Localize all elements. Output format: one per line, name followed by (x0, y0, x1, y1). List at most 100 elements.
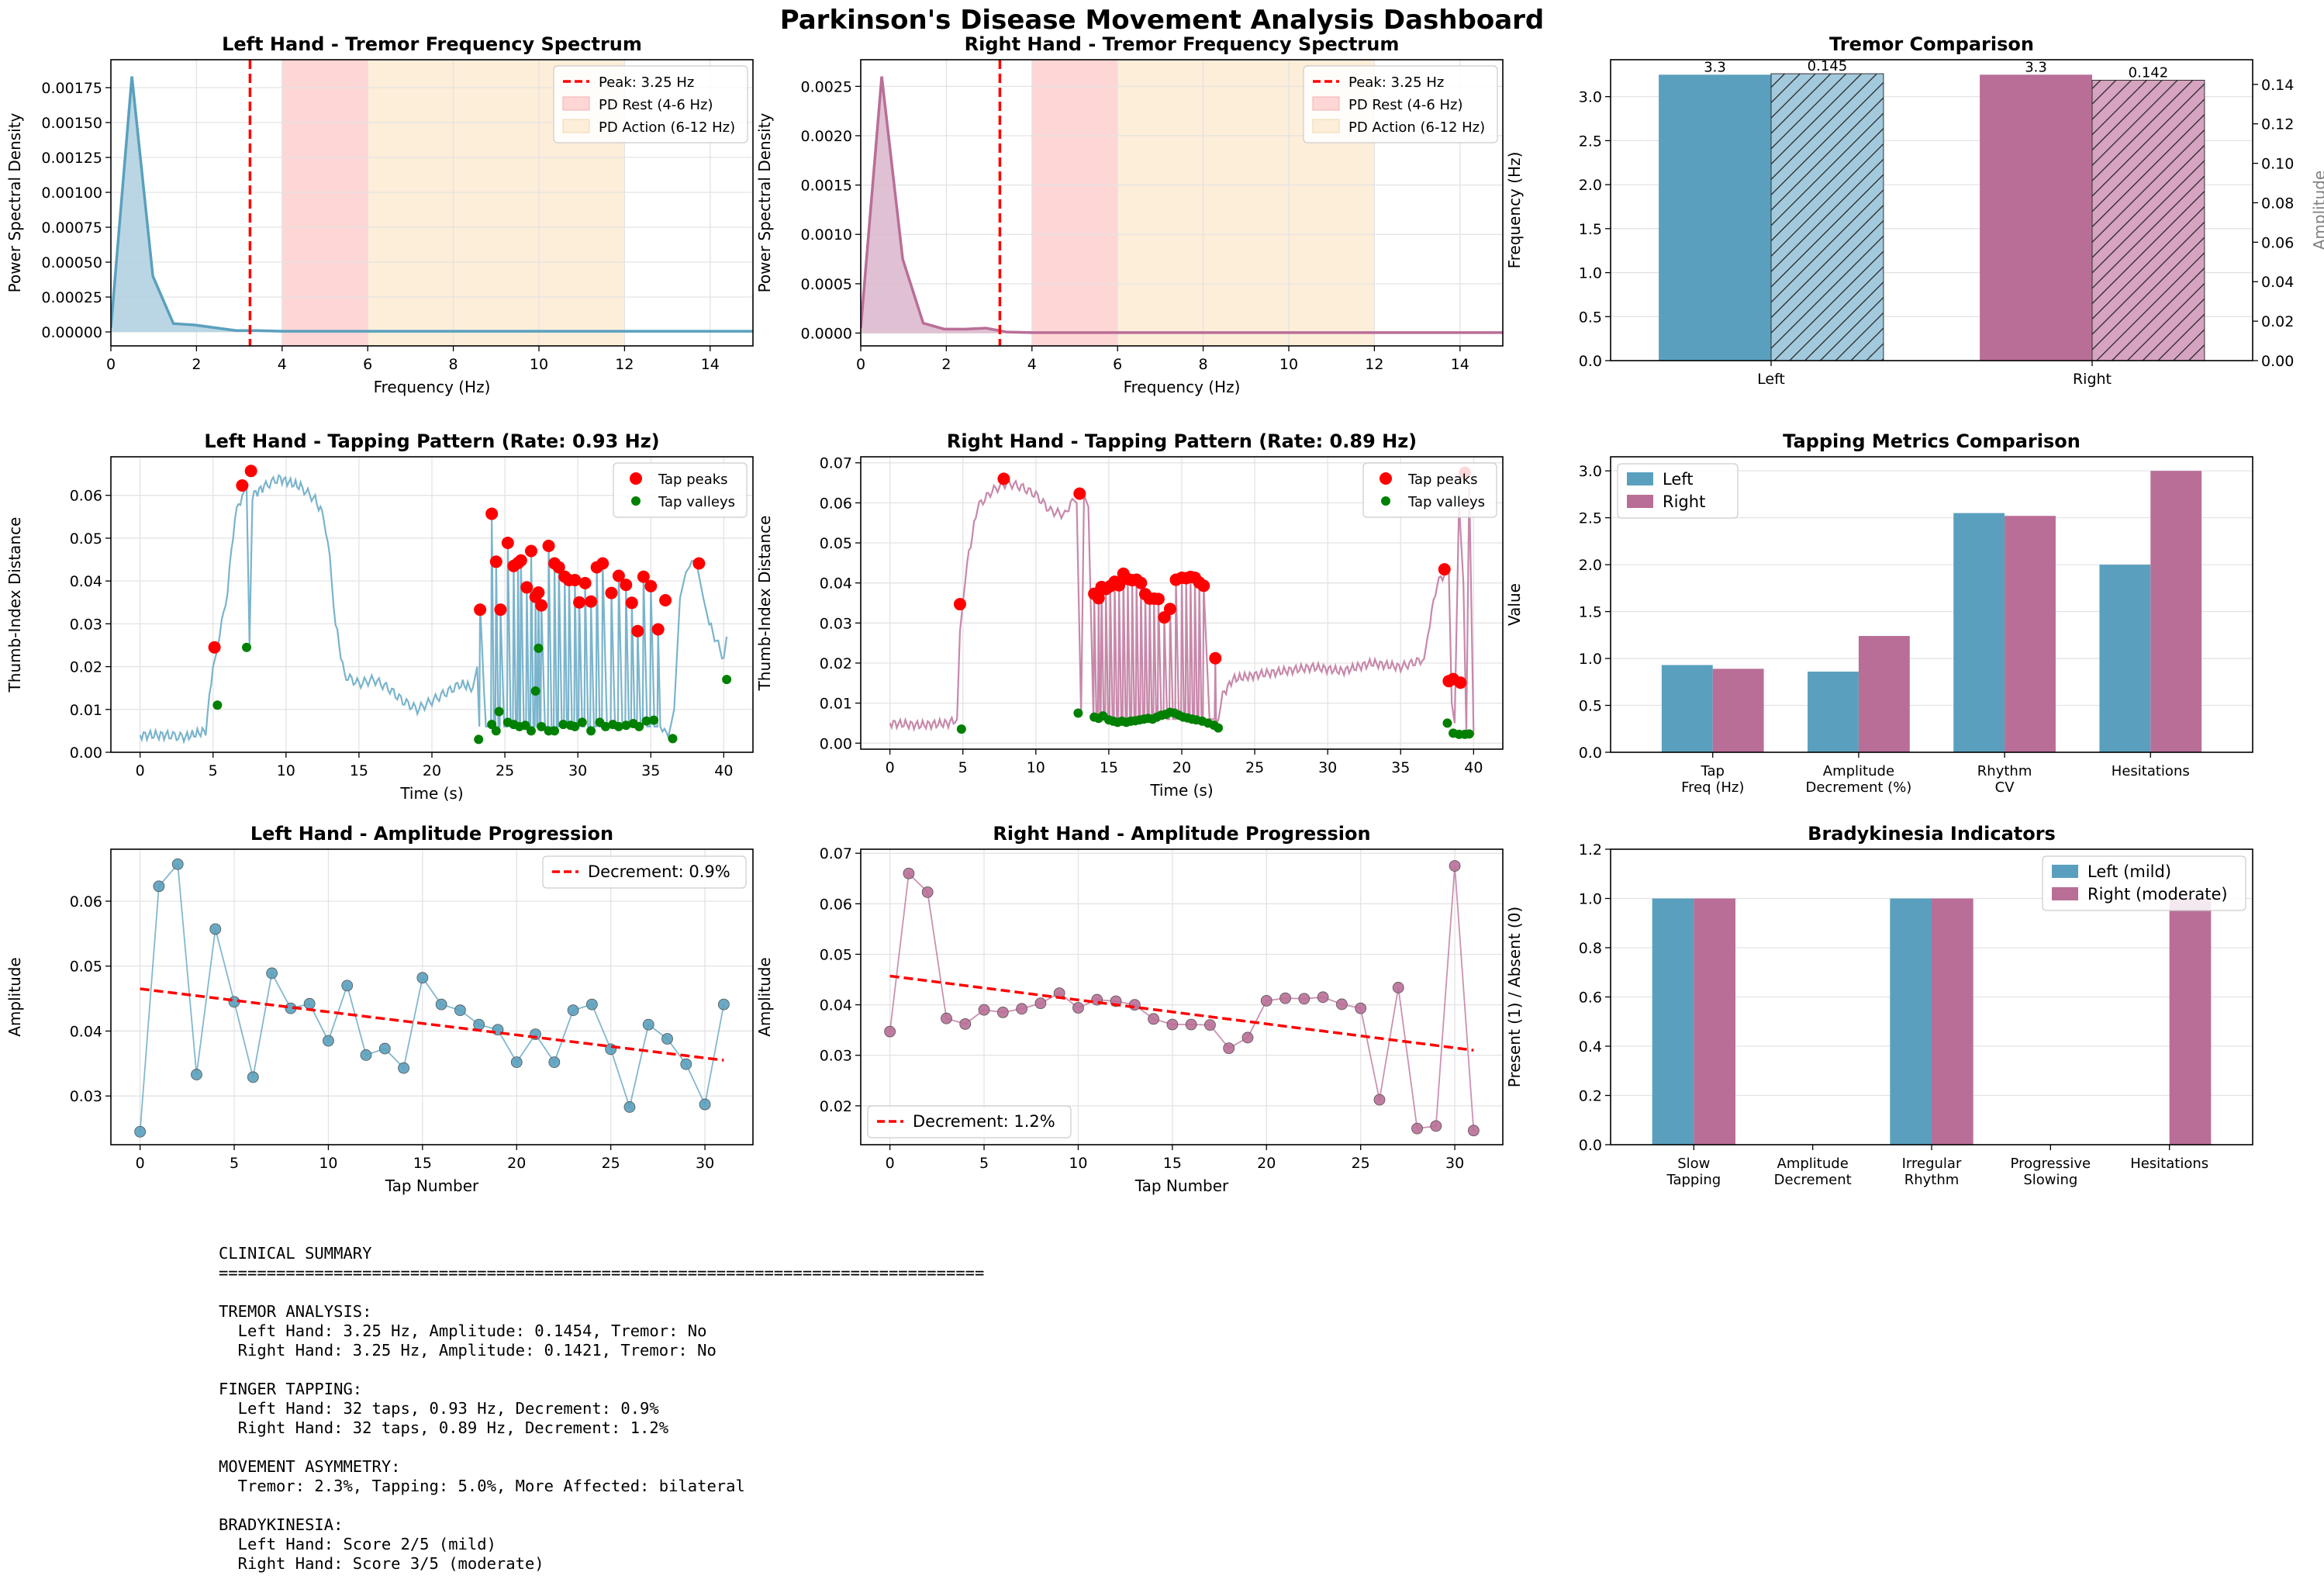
y-tick-label: 0.04 (820, 997, 852, 1014)
y-tick-label: 1.0 (1579, 265, 1602, 282)
y-tick-label: 1.5 (1579, 604, 1602, 621)
amplitude-point (1204, 1019, 1216, 1031)
y-right-tick-label: 0.12 (2261, 116, 2294, 133)
amplitude-point (1260, 994, 1273, 1007)
spectrum-line (861, 76, 1503, 334)
x-tick-label-line: Amplitude (1823, 763, 1894, 779)
x-tick-label: 6 (363, 356, 372, 373)
y-tick-label: 0.05 (70, 959, 102, 976)
amplitude-point (1034, 997, 1047, 1010)
summary-line (219, 1283, 984, 1302)
y-tick-label: 0.06 (70, 893, 102, 910)
amplitude-point (1241, 1031, 1254, 1044)
plot-frame (860, 456, 1504, 750)
legend-label: Right (1663, 492, 1705, 511)
amplitude-point (567, 1004, 579, 1017)
legend-label: PD Action (6-12 Hz) (1348, 119, 1485, 136)
tap-peak-marker (1163, 603, 1176, 616)
bar-right (1694, 898, 1735, 1145)
tap-valley-marker (1442, 718, 1452, 728)
y-tick-label: 0.4 (1579, 1038, 1602, 1056)
amplitude-point (191, 1069, 202, 1080)
y-tick-label: 0.00025 (41, 289, 102, 306)
y-tick-label: 0.0 (1579, 353, 1602, 370)
amplitude-point (209, 923, 222, 935)
amplitude-bar-label: 0.145 (1808, 58, 1848, 74)
amplitude-point (661, 1033, 673, 1045)
summary-line (219, 1360, 984, 1380)
tap-peak-marker (1209, 651, 1222, 665)
amplitude-point (884, 1025, 896, 1038)
legend-label: Left (mild) (2087, 862, 2171, 881)
x-tick-label-line: Slowing (2023, 1172, 2077, 1188)
y-axis-label: Power Spectral Density (755, 112, 774, 292)
tap-peak-marker (552, 561, 565, 574)
tap-peak-marker (596, 557, 609, 570)
amplitude-point (1430, 1120, 1442, 1132)
chart-title: Tremor Comparison (1829, 33, 2034, 55)
tap-peak-marker (568, 574, 582, 587)
amplitude-point (171, 858, 184, 870)
tap-peak-marker (1073, 487, 1086, 500)
spectrum-line (111, 76, 753, 333)
y-tick-label: 2.0 (1579, 557, 1602, 574)
y-right-tick-label: 0.02 (2261, 313, 2294, 330)
y-right-tick-label: 0.06 (2261, 234, 2294, 251)
legend-label: PD Rest (4-6 Hz) (599, 97, 713, 113)
chart-tap-left: 0 5 10 15 20 25 30 35 40 0.00 0.01 0.02 0.03 0.04 0.05… (5, 430, 754, 803)
y-tick-label: 2.0 (1579, 177, 1602, 194)
amplitude-point (921, 886, 934, 898)
tap-peak-marker (651, 623, 665, 636)
amplitude-point (1467, 1125, 1480, 1137)
x-tick-label: 20 (1257, 1155, 1276, 1172)
legend-swatch-dot (1380, 472, 1392, 485)
tap-peak-marker (474, 603, 487, 617)
decrement-trend-line (889, 974, 1474, 1052)
y-tick-label: 0.01 (820, 696, 852, 713)
summary-line (219, 1496, 984, 1515)
tap-valley-marker (600, 721, 610, 731)
y-tick-label: 0.0025 (801, 78, 852, 95)
tap-peak-marker (1134, 576, 1148, 589)
amplitude-point (1335, 998, 1348, 1011)
summary-line: Right Hand: Score 3/5 (moderate) (219, 1554, 544, 1573)
amplitude-point (1355, 1002, 1367, 1014)
amplitude-point (1411, 1122, 1423, 1135)
chart-amp-right: 0 5 10 15 20 25 30 0.02 0.03 0.04 0.05 0.06 0.07 Righ… (755, 823, 1504, 1195)
tap-peak-marker (631, 624, 644, 637)
tap-peak-marker (208, 641, 221, 654)
x-tick-label: 2 (941, 356, 951, 373)
x-tick-label-line: Decrement (1774, 1172, 1852, 1188)
x-tick-label: Hesitations (2130, 1156, 2208, 1172)
summary-line: CLINICAL SUMMARY (219, 1244, 372, 1263)
x-tick-label: 30 (1445, 1155, 1464, 1172)
x-axis-label: Frequency (Hz) (374, 378, 491, 396)
amplitude-point (978, 1004, 990, 1016)
bar-right (1712, 669, 1764, 752)
summary-line: BRADYKINESIA: (219, 1515, 344, 1534)
amplitude-point (398, 1062, 409, 1074)
tap-peak-marker (644, 579, 658, 593)
tap-valley-marker (634, 721, 644, 731)
y-tick-label: 1.2 (1579, 841, 1602, 859)
bar-left (1890, 898, 1932, 1145)
frequency-bar-label: 3.3 (2025, 59, 2047, 75)
amplitude-bar-label: 0.142 (2129, 64, 2169, 81)
tap-peak-marker (953, 598, 966, 611)
y-tick-label: 0.00075 (41, 219, 102, 237)
y-tick-label: 0.0010 (801, 226, 852, 244)
amplitude-point (134, 1125, 147, 1138)
tap-valley-marker (494, 707, 504, 717)
tap-valley-marker (1464, 729, 1474, 739)
tap-valley-marker (212, 700, 223, 710)
y-axis-label: Value (1505, 583, 1524, 626)
tap-peak-marker (1438, 563, 1451, 576)
x-tick-label: 25 (602, 1155, 620, 1172)
x-tick-label: Rhythm CV (1977, 763, 2032, 796)
tap-peak-marker (659, 593, 672, 606)
chart-legend (1362, 462, 1497, 518)
tap-valley-marker (722, 675, 732, 685)
tap-peak-marker (524, 544, 537, 558)
bar-left (2099, 565, 2151, 752)
y-tick-label: 2.5 (1579, 133, 1602, 150)
